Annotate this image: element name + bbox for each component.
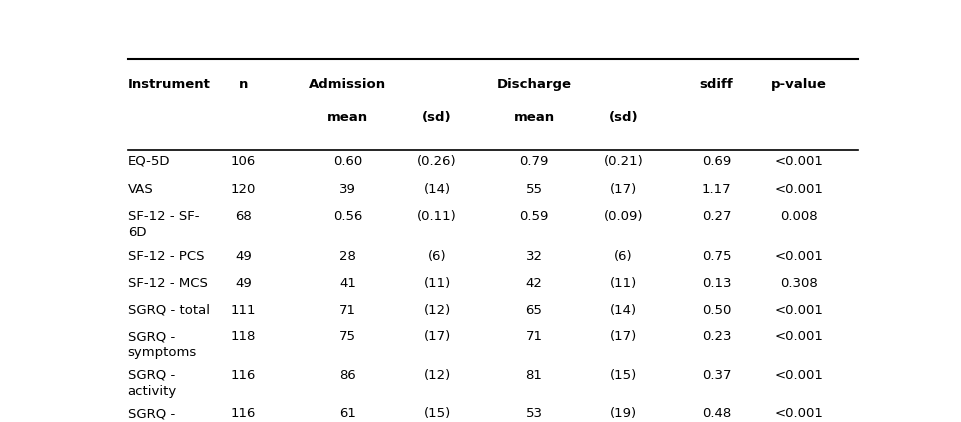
Text: (6): (6) [613, 251, 632, 263]
Text: 0.69: 0.69 [702, 154, 730, 168]
Text: 68: 68 [234, 210, 252, 223]
Text: (sd): (sd) [608, 111, 638, 124]
Text: SF-12 - SF-
6D: SF-12 - SF- 6D [128, 210, 199, 239]
Text: Instrument: Instrument [128, 78, 210, 91]
Text: 111: 111 [231, 304, 256, 317]
Text: <0.001: <0.001 [774, 330, 823, 344]
Text: (0.11): (0.11) [417, 210, 456, 223]
Text: (0.09): (0.09) [604, 210, 643, 223]
Text: SGRQ -
activity: SGRQ - activity [128, 369, 177, 398]
Text: 118: 118 [231, 330, 256, 344]
Text: 39: 39 [339, 183, 356, 196]
Text: 0.37: 0.37 [702, 369, 730, 382]
Text: (11): (11) [609, 277, 636, 290]
Text: 65: 65 [525, 304, 542, 317]
Text: (0.26): (0.26) [417, 154, 456, 168]
Text: SGRQ -
impact: SGRQ - impact [128, 407, 175, 422]
Text: 41: 41 [339, 277, 356, 290]
Text: VAS: VAS [128, 183, 154, 196]
Text: (sd): (sd) [422, 111, 452, 124]
Text: (17): (17) [423, 330, 451, 344]
Text: 120: 120 [231, 183, 256, 196]
Text: SGRQ - total: SGRQ - total [128, 304, 209, 317]
Text: (0.21): (0.21) [603, 154, 643, 168]
Text: 32: 32 [525, 251, 542, 263]
Text: 0.008: 0.008 [779, 210, 817, 223]
Text: 0.23: 0.23 [702, 330, 730, 344]
Text: p-value: p-value [770, 78, 825, 91]
Text: <0.001: <0.001 [774, 251, 823, 263]
Text: <0.001: <0.001 [774, 407, 823, 420]
Text: 0.27: 0.27 [702, 210, 730, 223]
Text: (14): (14) [423, 183, 450, 196]
Text: (12): (12) [423, 304, 451, 317]
Text: 71: 71 [339, 304, 356, 317]
Text: 0.13: 0.13 [702, 277, 730, 290]
Text: (15): (15) [423, 407, 451, 420]
Text: 61: 61 [339, 407, 356, 420]
Text: 42: 42 [525, 277, 542, 290]
Text: 0.56: 0.56 [333, 210, 362, 223]
Text: 0.48: 0.48 [702, 407, 730, 420]
Text: SGRQ -
symptoms: SGRQ - symptoms [128, 330, 197, 360]
Text: SF-12 - PCS: SF-12 - PCS [128, 251, 204, 263]
Text: 116: 116 [231, 369, 256, 382]
Text: (15): (15) [609, 369, 636, 382]
Text: (17): (17) [609, 183, 636, 196]
Text: mean: mean [513, 111, 554, 124]
Text: (11): (11) [423, 277, 451, 290]
Text: 116: 116 [231, 407, 256, 420]
Text: 1.17: 1.17 [702, 183, 730, 196]
Text: Discharge: Discharge [496, 78, 571, 91]
Text: 75: 75 [339, 330, 356, 344]
Text: (6): (6) [428, 251, 446, 263]
Text: 0.308: 0.308 [779, 277, 817, 290]
Text: mean: mean [327, 111, 368, 124]
Text: 49: 49 [234, 251, 252, 263]
Text: (17): (17) [609, 330, 636, 344]
Text: 0.50: 0.50 [702, 304, 730, 317]
Text: 106: 106 [231, 154, 256, 168]
Text: 81: 81 [525, 369, 542, 382]
Text: 28: 28 [339, 251, 356, 263]
Text: 49: 49 [234, 277, 252, 290]
Text: 0.75: 0.75 [702, 251, 730, 263]
Text: 53: 53 [525, 407, 542, 420]
Text: n: n [238, 78, 248, 91]
Text: SF-12 - MCS: SF-12 - MCS [128, 277, 208, 290]
Text: <0.001: <0.001 [774, 304, 823, 317]
Text: 86: 86 [339, 369, 356, 382]
Text: Admission: Admission [308, 78, 385, 91]
Text: 0.59: 0.59 [519, 210, 548, 223]
Text: 0.79: 0.79 [519, 154, 548, 168]
Text: EQ-5D: EQ-5D [128, 154, 170, 168]
Text: <0.001: <0.001 [774, 183, 823, 196]
Text: (12): (12) [423, 369, 451, 382]
Text: sdiff: sdiff [699, 78, 733, 91]
Text: <0.001: <0.001 [774, 154, 823, 168]
Text: (14): (14) [609, 304, 636, 317]
Text: 71: 71 [525, 330, 542, 344]
Text: 0.60: 0.60 [333, 154, 362, 168]
Text: (19): (19) [609, 407, 636, 420]
Text: <0.001: <0.001 [774, 369, 823, 382]
Text: 55: 55 [525, 183, 542, 196]
